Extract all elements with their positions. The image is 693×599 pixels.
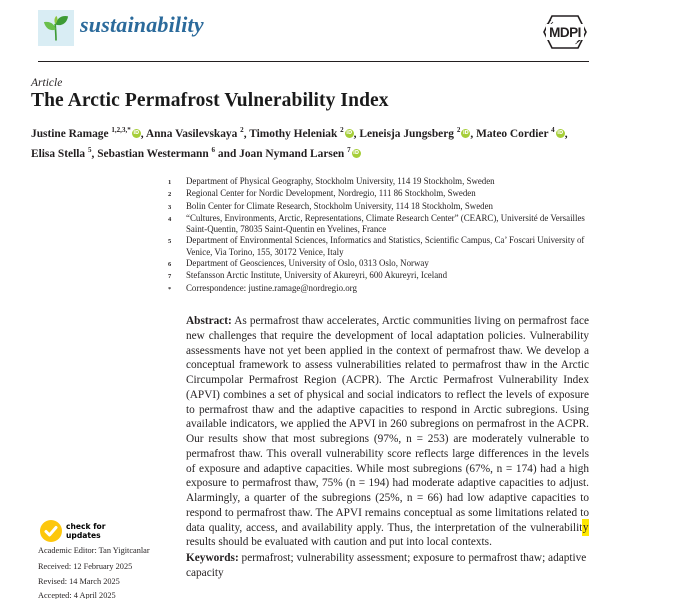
abstract: Abstract: As permafrost thaw accelerates…: [186, 314, 589, 550]
plant-icon: [43, 15, 69, 41]
author-separator: ,: [91, 147, 98, 160]
affiliation-number: 4: [168, 215, 172, 223]
abstract-text-after: results should be evaluated with caution…: [186, 536, 492, 549]
affiliation-text: Regional Center for Nordic Development, …: [186, 188, 476, 199]
abstract-text-before: As permafrost thaw accelerates, Arctic c…: [186, 315, 589, 534]
affiliation-row: 4 “Cultures, Environments, Arctic, Repres…: [168, 213, 589, 236]
author-separator: ,: [140, 127, 146, 140]
affiliation-row: 3 Bolin Center for Climate Research, Stoc…: [168, 201, 589, 213]
author-affiliation-sup: 5: [87, 145, 92, 154]
affiliation-number: 2: [168, 191, 172, 199]
author-name: Joan Nymand Larsen: [239, 147, 348, 160]
author-name: Elisa Stella: [31, 147, 88, 160]
orcid-icon[interactable]: iD: [555, 128, 565, 138]
author-affiliation-sup: 7: [347, 145, 351, 154]
affiliation-row: 6 Department of Geosciences, University o…: [168, 258, 589, 270]
author-separator: ,: [353, 127, 360, 140]
author-affiliation-sup: 2: [340, 126, 344, 134]
affiliation-text: Bolin Center for Climate Research, Stock…: [186, 200, 493, 211]
academic-editor: Academic Editor: Tan Yigitcanlar: [38, 546, 150, 555]
affiliation-row: * Correspondence: justine.ramage@nordregi…: [168, 283, 589, 295]
header-divider: [38, 61, 589, 62]
orcid-icon[interactable]: iD: [461, 128, 471, 138]
affiliation-number: 3: [168, 203, 172, 211]
author-separator: ,: [564, 127, 568, 140]
author-separator: ,: [470, 127, 477, 140]
affiliation-row: 2 Regional Center for Nordic Development,…: [168, 188, 589, 200]
orcid-icon[interactable]: iD: [351, 148, 361, 158]
check-for-updates-badge[interactable]: check for updates: [40, 520, 106, 542]
author-affiliation-sup: 6: [211, 145, 216, 154]
affiliation-number: 1: [168, 179, 172, 186]
article-type-label: Article: [31, 77, 63, 89]
author-list: Justine Ramage 1,2,3,* iD, Anna Vasilevsk…: [31, 122, 588, 162]
affiliation-text: Department of Environmental Sciences, In…: [186, 235, 585, 257]
abstract-label: Abstract:: [186, 315, 232, 327]
author-affiliation-sup: 4: [551, 126, 555, 134]
affiliation-text: Department of Geosciences, University of…: [186, 258, 429, 269]
affiliation-number: 6: [168, 261, 172, 269]
affiliation-text: “Cultures, Environments, Arctic, Represe…: [186, 212, 585, 235]
author-separator: and: [215, 147, 240, 160]
check-for-updates-label: check for updates: [66, 522, 106, 540]
revised-date: Revised: 14 March 2025: [38, 576, 120, 586]
author-name: Leneisja Jungsberg: [359, 127, 457, 140]
affiliation-row: 5 Department of Environmental Sciences, I…: [168, 235, 589, 258]
author-name: Sebastian Westermann: [97, 147, 212, 160]
svg-text:MDPI: MDPI: [549, 25, 581, 40]
affiliation-number: *: [168, 285, 172, 293]
author-name: Anna Vasilevskaya: [145, 127, 241, 140]
affiliation-text[interactable]: Correspondence: justine.ramage@nordregio…: [186, 282, 357, 293]
affiliation-text: Stefansson Arctic Institute, University …: [186, 270, 448, 281]
author-affiliation-sup: 2: [240, 126, 244, 134]
orcid-icon[interactable]: iD: [131, 128, 141, 138]
affiliation-row: 7 Stefansson Arctic Institute, University…: [168, 270, 589, 282]
author-separator: ,: [243, 127, 250, 140]
author-name: Mateo Cordier: [476, 127, 552, 140]
author-name: Justine Ramage: [31, 127, 112, 140]
affiliation-number: 7: [168, 273, 172, 281]
page-title: The Arctic Permafrost Vulnerability Inde…: [31, 90, 389, 111]
journal-name: sustainability: [80, 12, 204, 37]
check-icon: [40, 520, 62, 542]
author-affiliation-sup: 2: [456, 126, 461, 134]
orcid-icon[interactable]: iD: [344, 128, 354, 138]
author-affiliation-sup: 1,2,3,*: [111, 126, 131, 134]
accepted-date: Accepted: 4 April 2025: [38, 591, 116, 599]
affiliation-text: Department of Physical Geography, Stockh…: [186, 176, 495, 186]
keywords-text: permafrost; vulnerability assessment; ex…: [186, 552, 587, 579]
journal-logo: [38, 10, 74, 46]
affiliation-row: 1 Department of Physical Geography, Stock…: [168, 176, 589, 188]
keywords: Keywords: permafrost; vulnerability asse…: [186, 551, 589, 581]
affiliation-list: 1 Department of Physical Geography, Stock…: [168, 176, 589, 295]
mdpi-logo: MDPI: [542, 13, 588, 56]
abstract-highlight: y: [582, 519, 589, 536]
received-date: Received: 12 February 2025: [38, 562, 133, 571]
author-name: Timothy Heleniak: [249, 127, 341, 140]
keywords-label: Keywords:: [186, 552, 239, 564]
affiliation-number: 5: [168, 238, 172, 246]
article-history: Received: 12 February 2025 Revised: 14 M…: [38, 560, 132, 599]
